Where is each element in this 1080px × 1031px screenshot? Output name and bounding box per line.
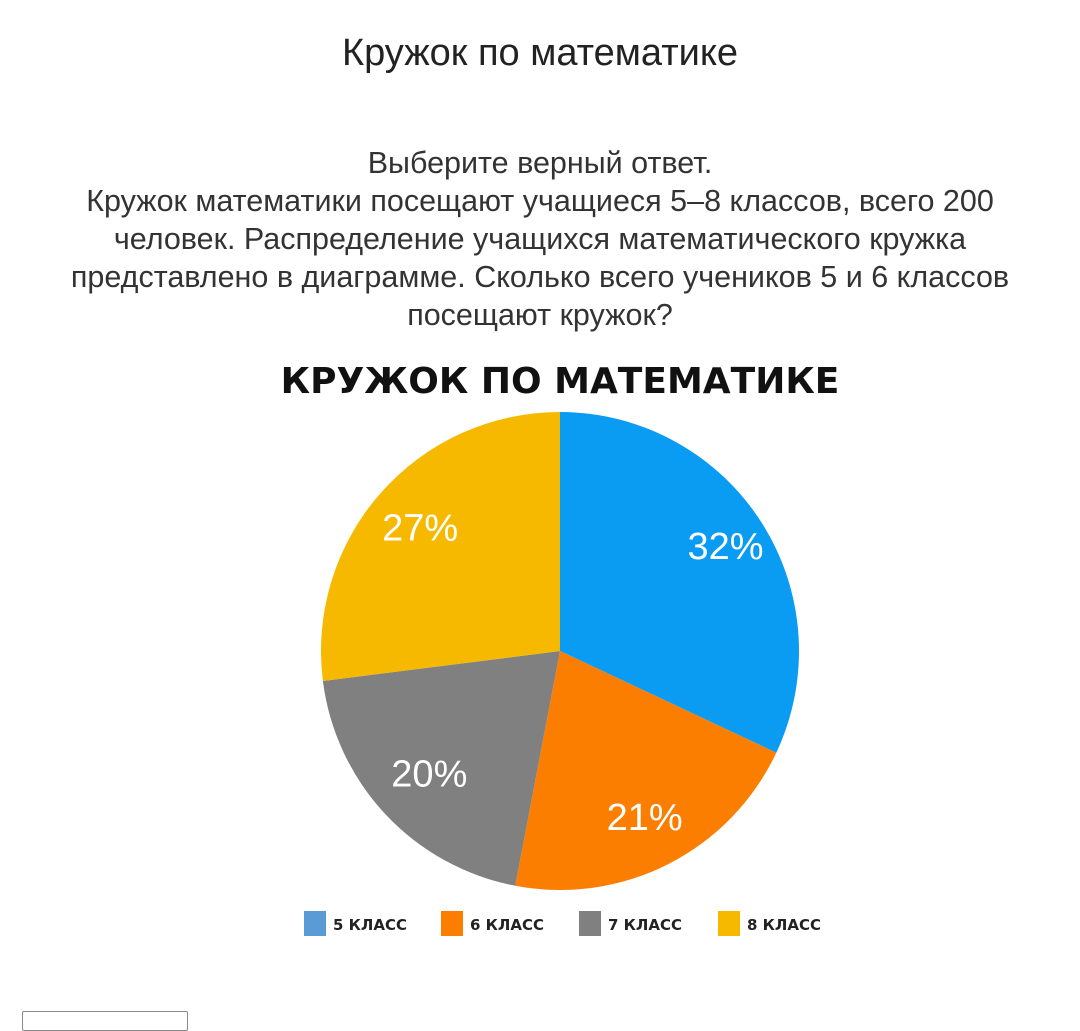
pie-slice-label: 21%: [607, 797, 683, 839]
question-text: Выберите верный ответ. Кружок математики…: [60, 144, 1020, 334]
pie-slice-7-klass: [322, 651, 560, 886]
legend-swatch: [304, 911, 326, 936]
legend-swatch: [718, 911, 740, 936]
pie-slice-label: 20%: [391, 754, 467, 796]
legend-swatch: [579, 911, 601, 936]
question-line: посещают кружок?: [407, 298, 673, 332]
legend-label: 7 КЛАСС: [608, 916, 682, 934]
question-line: представлено в диаграмме. Сколько всего …: [70, 260, 1010, 294]
question-line: Кружок математики посещают учащиеся 5–8 …: [86, 184, 994, 218]
question-line: человек. Распределение учащихся математи…: [113, 222, 967, 256]
chart-title: КРУЖОК ПО МАТЕМАТИКЕ: [281, 361, 840, 402]
legend-label: 5 КЛАСС: [333, 916, 407, 934]
question-line: Выберите верный ответ.: [367, 146, 713, 180]
answer-input[interactable]: [22, 1011, 188, 1031]
pie-slice-labels: 32% 21% 20% 27%: [382, 508, 763, 839]
pie-slices: [321, 412, 799, 890]
chart-legend: 5 КЛАСС 6 КЛАСС 7 КЛАСС 8 КЛАСС: [304, 911, 821, 936]
legend-label: 8 КЛАСС: [747, 916, 821, 934]
pie-slice-label: 27%: [382, 508, 458, 550]
page-title: Кружок по математике: [341, 32, 739, 74]
pie-slice-label: 32%: [687, 526, 763, 568]
legend-swatch: [441, 911, 463, 936]
pie-slice-5-klass: [560, 412, 799, 753]
pie-slice-8-klass: [321, 412, 560, 681]
pie-slice-6-klass: [515, 651, 777, 890]
legend-label: 6 КЛАСС: [470, 916, 544, 934]
